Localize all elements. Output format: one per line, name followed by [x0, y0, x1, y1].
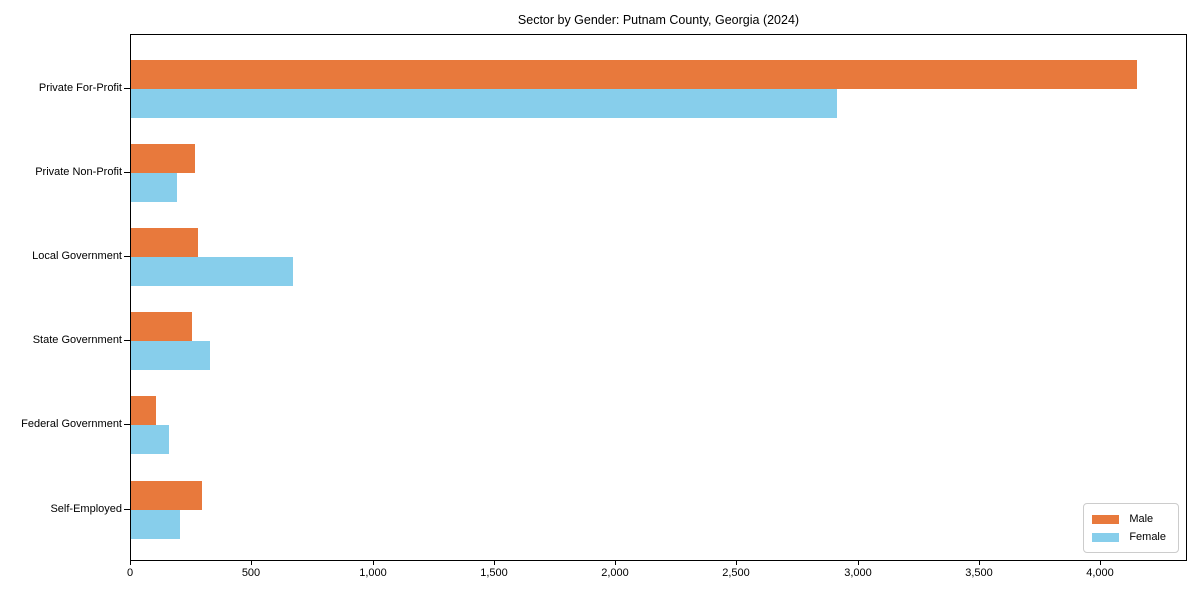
bar-male-self-employed [131, 481, 202, 510]
x-tick-label-3500: 3,500 [965, 567, 993, 579]
y-tick-mark [124, 172, 130, 173]
y-tick-label-private-non-profit: Private Non-Profit [35, 166, 122, 178]
legend-label-male: Male [1129, 513, 1154, 525]
x-tick-label-2500: 2,500 [722, 567, 750, 579]
x-tick-label-1500: 1,500 [480, 567, 508, 579]
x-tick-mark [979, 560, 980, 565]
bar-male-state-government [131, 312, 192, 341]
x-tick-label-500: 500 [241, 567, 261, 579]
x-tick-label-2000: 2,000 [601, 567, 629, 579]
y-tick-mark [124, 340, 130, 341]
y-tick-label-local-government: Local Government [32, 250, 122, 262]
x-tick-label-4000: 4,000 [1086, 567, 1114, 579]
bar-female-federal-government [131, 425, 169, 454]
chart-title: Sector by Gender: Putnam County, Georgia… [517, 13, 800, 27]
x-tick-mark [615, 560, 616, 565]
legend-label-female: Female [1129, 531, 1166, 543]
bar-female-state-government [131, 341, 210, 370]
bar-male-private-non-profit [131, 144, 195, 173]
x-tick-mark [373, 560, 374, 565]
x-tick-mark [251, 560, 252, 565]
x-tick-label-0: 0 [126, 567, 134, 579]
bar-female-private-non-profit [131, 173, 177, 202]
y-tick-mark [124, 256, 130, 257]
plot-area: Male Female [130, 34, 1187, 561]
bar-female-self-employed [131, 510, 180, 539]
bar-male-private-for-profit [131, 60, 1137, 89]
y-tick-label-private-for-profit: Private For-Profit [38, 82, 122, 94]
x-tick-mark [1100, 560, 1101, 565]
y-tick-mark [124, 424, 130, 425]
y-tick-label-federal-government: Federal Government [21, 418, 122, 430]
x-tick-mark [130, 560, 131, 565]
y-tick-mark [124, 88, 130, 89]
legend-entry-male: Male [1092, 510, 1166, 528]
bar-male-local-government [131, 228, 198, 257]
y-tick-label-self-employed: Self-Employed [50, 503, 122, 515]
x-tick-label-3000: 3,000 [844, 567, 872, 579]
y-tick-mark [124, 509, 130, 510]
y-tick-label-state-government: State Government [32, 334, 122, 346]
bar-female-private-for-profit [131, 89, 837, 118]
bar-male-federal-government [131, 396, 156, 425]
x-tick-mark [858, 560, 859, 565]
legend-swatch-female [1092, 532, 1120, 542]
x-tick-label-1000: 1,000 [359, 567, 387, 579]
legend-swatch-male [1092, 514, 1120, 524]
legend: Male Female [1083, 503, 1179, 553]
bar-female-local-government [131, 257, 293, 286]
x-tick-mark [494, 560, 495, 565]
x-tick-mark [736, 560, 737, 565]
legend-entry-female: Female [1092, 528, 1166, 546]
